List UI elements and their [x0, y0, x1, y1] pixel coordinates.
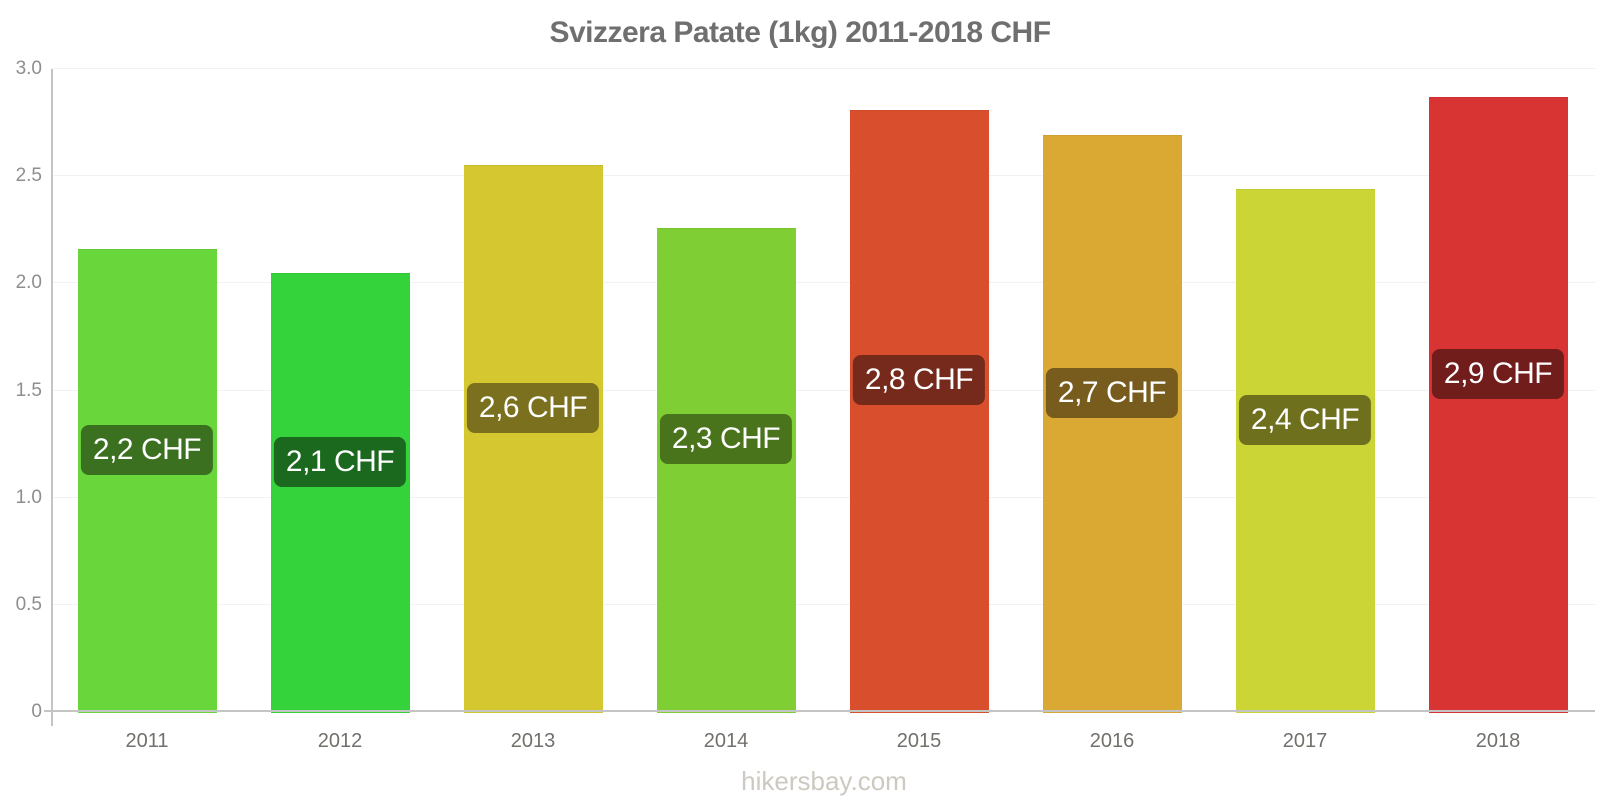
x-axis-label-2016: 2016: [1089, 730, 1135, 752]
x-axis-label-2012: 2012: [317, 730, 363, 752]
x-axis-label-2017: 2017: [1282, 730, 1328, 752]
y-axis-tick-label: 1.5: [15, 379, 42, 401]
bar-value-label: 2,6 CHF: [466, 382, 600, 433]
x-axis-label-2018: 2018: [1475, 730, 1521, 752]
y-axis-line: [51, 69, 53, 726]
bar-2016: 2,7 CHF: [1042, 135, 1182, 713]
gridline: [52, 68, 1595, 69]
bar-2014: 2,3 CHF: [656, 228, 796, 713]
chart-title: Svizzera Patate (1kg) 2011-2018 CHF: [549, 16, 1051, 49]
x-axis-label-2014: 2014: [703, 730, 749, 752]
bar-value-label: 2,2 CHF: [80, 424, 214, 475]
bar-2013: 2,6 CHF: [463, 165, 603, 713]
gridline: [52, 175, 1595, 177]
bar-value-label: 2,8 CHF: [852, 355, 986, 405]
x-axis-label-2013: 2013: [510, 730, 556, 752]
y-axis-tick-label: 0: [31, 701, 42, 722]
bar-2011: 2,2 CHF: [77, 249, 217, 713]
y-axis-tick-label: 0.5: [15, 593, 42, 615]
gridline: [52, 603, 1595, 605]
y-axis-tick-label: 2.0: [15, 272, 42, 294]
gridline: [52, 496, 1595, 498]
gridline: [52, 389, 1595, 391]
x-axis-label-2011: 2011: [125, 730, 169, 752]
gridline: [52, 282, 1595, 284]
bar-2015: 2,8 CHF: [849, 110, 989, 713]
y-axis-tick-label: 2.5: [15, 165, 42, 187]
bar-value-label: 2,4 CHF: [1238, 394, 1372, 445]
x-axis-label-2015: 2015: [896, 730, 942, 752]
x-axis-line: [44, 710, 1595, 712]
y-axis-tick-label: 3.0: [15, 58, 42, 79]
bar-value-label: 2,9 CHF: [1431, 348, 1565, 399]
y-axis-tick-label: 1.0: [15, 486, 42, 508]
watermark: hikersbay.com: [741, 766, 907, 796]
bar-value-label: 2,1 CHF: [273, 436, 407, 487]
bar-2012: 2,1 CHF: [270, 273, 410, 713]
bar-2017: 2,4 CHF: [1235, 189, 1375, 713]
bar-value-label: 2,7 CHF: [1045, 367, 1179, 418]
bar-value-label: 2,3 CHF: [659, 414, 793, 464]
bar-2018: 2,9 CHF: [1428, 97, 1568, 713]
